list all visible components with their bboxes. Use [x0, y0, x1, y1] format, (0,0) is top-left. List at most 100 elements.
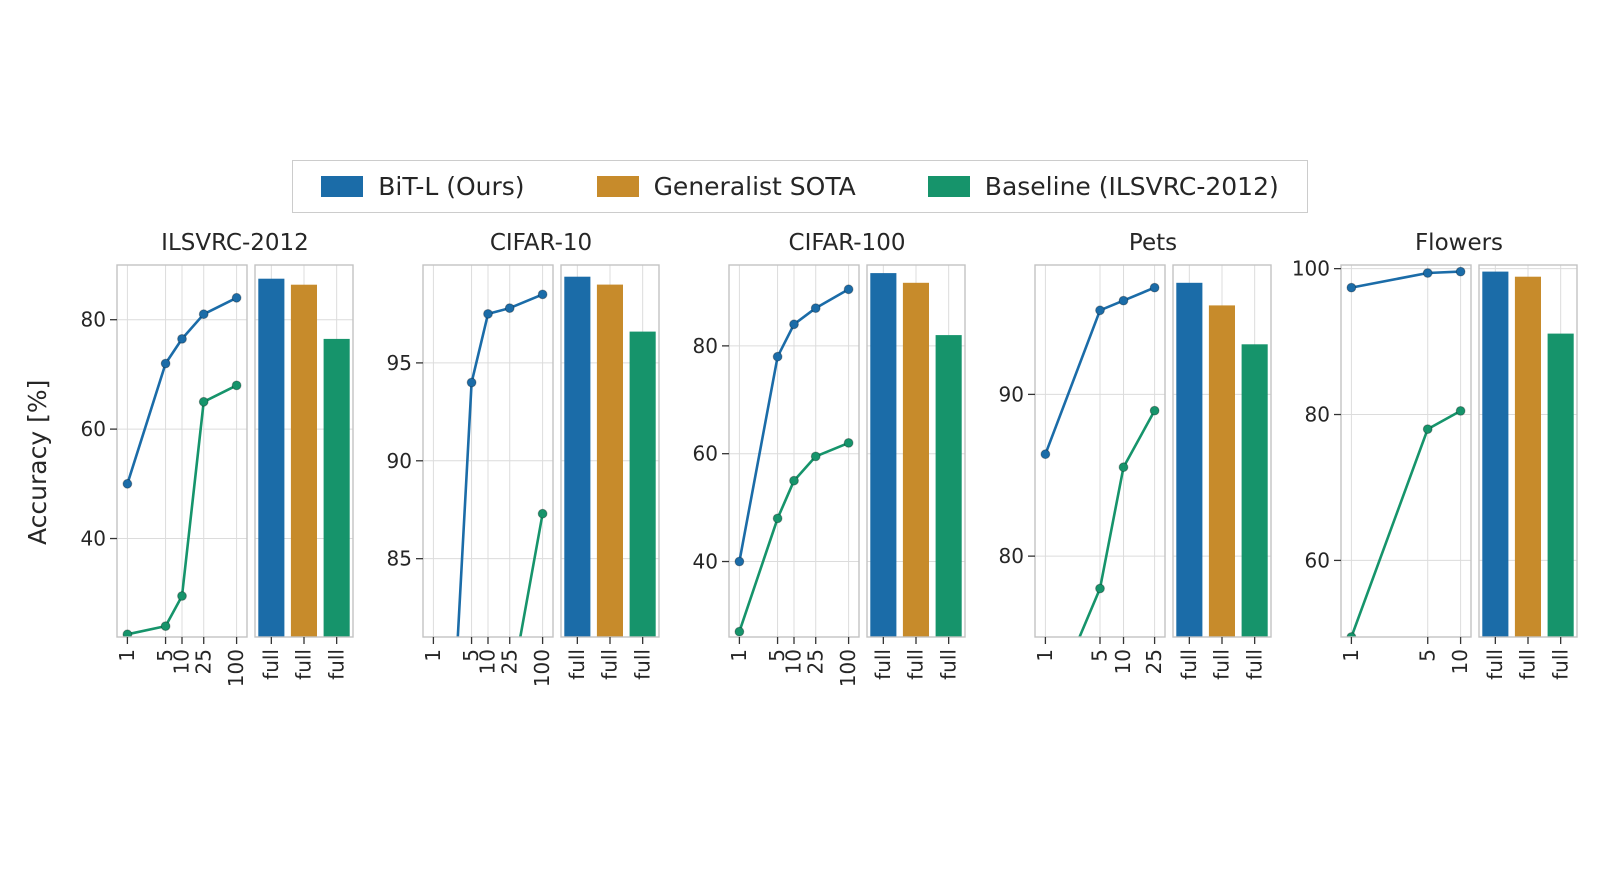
line-series-baseline-ilsvrc-2012 [122, 380, 242, 637]
bar-baseline-ilsvrc-2012 [1547, 333, 1574, 637]
x-tick-label: full [630, 649, 654, 680]
data-point [810, 303, 821, 313]
data-point [483, 309, 493, 319]
legend-wrap: BiT-L (Ours) Generalist SOTA Baseline (I… [0, 160, 1600, 213]
panel-title: ILSVRC-2012 [161, 230, 309, 256]
x-tick-label: full [1516, 649, 1540, 680]
data-point [1346, 282, 1357, 293]
data-point [231, 292, 242, 303]
x-tick-label: 1 [1339, 649, 1363, 662]
bars-group [564, 276, 656, 637]
data-point [734, 556, 745, 567]
y-tick-label: 85 [387, 547, 412, 571]
data-point [1095, 305, 1105, 316]
x-tick-label: 25 [1142, 649, 1166, 674]
data-point [505, 691, 514, 697]
data-point [789, 475, 799, 486]
line-series-bit-l-ours [456, 289, 548, 637]
bar-baseline-ilsvrc-2012 [1241, 344, 1268, 637]
chart-panel-pets: 80 90 1 5 10 25 full full full Pets [999, 230, 1272, 680]
data-point [122, 629, 133, 637]
bar-bit-l-ours [870, 273, 897, 637]
tick-labels: 80 90 1 5 10 25 full full full [999, 382, 1267, 679]
gridlines [1341, 265, 1577, 637]
x-tick-label: 5 [1088, 649, 1112, 662]
x-tick-label: 5 [153, 649, 177, 662]
chart-panels-container: 40 60 80 1 5 10 25 100 full full full ILSVRC-2012 85… [61, 227, 1585, 697]
legend-label-generalist-sota: Generalist SOTA [653, 172, 856, 201]
bars-group [870, 273, 962, 637]
data-point [504, 303, 515, 313]
chart-panel-flowers: 60 80 100 1 5 10 full full full Flowers [1292, 230, 1578, 680]
y-tick-label: 100 [1292, 257, 1330, 281]
data-point [198, 309, 209, 320]
x-tick-label: full [598, 649, 622, 680]
legend-item-generalist-sota: Generalist SOTA [596, 172, 856, 201]
tick-marks [722, 345, 950, 644]
data-point [177, 591, 187, 601]
data-point [1149, 405, 1160, 416]
line-plot-border [1340, 264, 1472, 638]
data-point [772, 351, 783, 362]
panel-title: Pets [1129, 230, 1177, 256]
x-tick-label: 5 [1415, 649, 1439, 662]
data-point [843, 438, 854, 448]
line-series-baseline-ilsvrc-2012 [1078, 405, 1160, 637]
x-tick-label: 1 [115, 649, 139, 662]
x-tick-label: 1 [727, 649, 751, 662]
y-tick-label: 80 [1305, 403, 1330, 427]
x-tick-label: 10 [782, 649, 806, 674]
line-series-baseline-ilsvrc-2012 [1346, 406, 1466, 637]
bars-group [1176, 282, 1268, 637]
x-tick-label: 5 [459, 649, 483, 662]
data-point [734, 626, 745, 637]
bars-group [258, 278, 350, 637]
line-series-bit-l-ours [734, 284, 854, 567]
x-tick-label: 10 [170, 649, 194, 674]
bar-generalist-sota [1514, 276, 1541, 637]
x-tick-label: full [904, 649, 928, 680]
panel-title: CIFAR-10 [490, 230, 592, 256]
y-tick-label: 60 [81, 417, 106, 441]
tick-marks [1334, 267, 1562, 644]
x-tick-label: 100 [836, 649, 860, 687]
bar-bit-l-ours [1176, 282, 1203, 637]
y-tick-label: 80 [999, 544, 1024, 568]
panel-title: Flowers [1415, 230, 1503, 256]
x-tick-label: 10 [1111, 649, 1135, 674]
legend: BiT-L (Ours) Generalist SOTA Baseline (I… [292, 160, 1308, 213]
data-point [1455, 266, 1466, 277]
x-tick-label: 10 [476, 649, 500, 674]
line-series-bit-l-ours [1040, 282, 1160, 460]
data-point [1040, 449, 1051, 460]
gridlines [729, 265, 965, 637]
x-tick-label: full [565, 649, 589, 680]
tick-marks [1028, 393, 1256, 644]
y-tick-label: 90 [387, 449, 412, 473]
x-tick-label: full [259, 649, 283, 680]
line-series-baseline-ilsvrc-2012 [505, 508, 548, 697]
x-tick-label: 10 [1448, 649, 1472, 674]
data-point [160, 621, 171, 632]
gridlines [1035, 265, 1271, 637]
data-point [789, 319, 799, 330]
x-tick-label: 25 [191, 649, 215, 674]
bar-generalist-sota [290, 284, 317, 637]
y-tick-label: 40 [81, 527, 106, 551]
x-tick-label: 100 [224, 649, 248, 687]
legend-swatch-generalist-sota [596, 176, 639, 197]
x-tick-label: full [1242, 649, 1266, 680]
y-tick-label: 60 [693, 442, 718, 466]
bar-generalist-sota [1208, 305, 1235, 637]
bar-bit-l-ours [1482, 271, 1509, 637]
bar-generalist-sota [902, 282, 929, 637]
data-point [177, 334, 187, 344]
bar-baseline-ilsvrc-2012 [935, 335, 962, 637]
data-point [772, 513, 783, 524]
y-tick-label: 60 [1305, 548, 1330, 572]
data-point [160, 358, 171, 369]
